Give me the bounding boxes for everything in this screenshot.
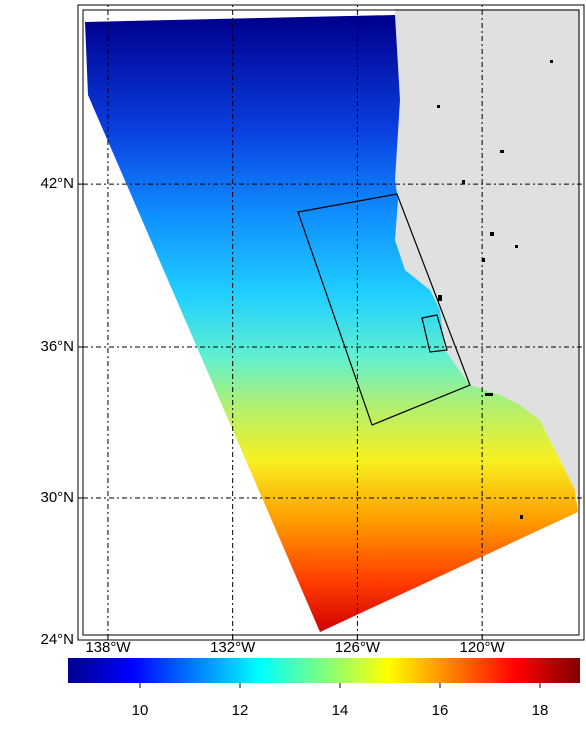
colorbar-tick-label: 14: [332, 702, 349, 719]
colorbar-tick-label: 10: [132, 702, 149, 719]
colorbar-tick-label: 16: [432, 702, 449, 719]
lon-tick-label: 126°W: [335, 639, 381, 656]
lat-tick-label: 36°N: [40, 338, 74, 355]
colorbar-tick-label: 18: [532, 702, 549, 719]
lat-tick-label: 30°N: [40, 489, 74, 506]
lat-tick-label: 42°N: [40, 175, 74, 192]
colorbar: [68, 658, 580, 683]
model-subdomain-box: [297, 193, 471, 426]
islands: [437, 60, 553, 519]
ocean-sst: [85, 15, 578, 632]
map-frame-inner: [82, 9, 580, 636]
inner-box: [421, 314, 448, 353]
colorbar-tick-label: 12: [232, 702, 249, 719]
land: [395, 9, 580, 505]
lon-tick-label: 138°W: [85, 639, 131, 656]
lat-tick-label: 24°N: [40, 631, 74, 648]
lon-tick-label: 132°W: [210, 639, 256, 656]
lon-tick-label: 120°W: [460, 639, 506, 656]
map-frame-outer: [77, 4, 585, 641]
